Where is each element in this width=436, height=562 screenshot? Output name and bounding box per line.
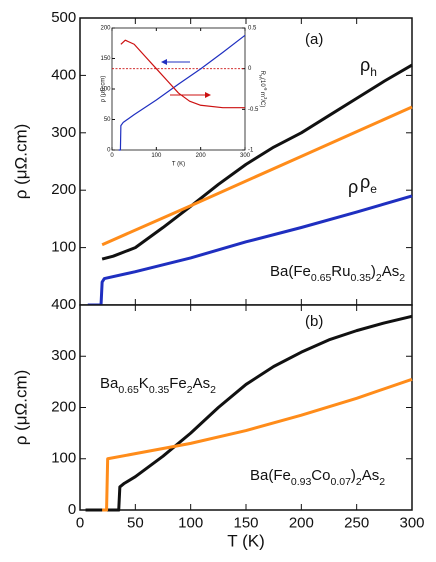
text-part: ): [371, 263, 376, 280]
text-part: H: [258, 75, 263, 78]
annotation: (b): [305, 313, 323, 330]
series-label: ρe: [360, 172, 377, 196]
annotation: Ba0.65K0.35Fe2As2: [100, 375, 216, 396]
text-part: 0.65: [118, 384, 139, 396]
text-part: 0.35: [350, 272, 371, 284]
y-tick-label: 500: [51, 9, 76, 26]
text-part: (10: [259, 78, 265, 87]
y-tick-label: 50: [104, 117, 111, 123]
text-part: As: [362, 467, 380, 484]
y2-axis-label: RH(10-9 m3/C): [258, 71, 268, 108]
x-tick-label: 300: [399, 514, 424, 531]
x-tick-label: 200: [196, 153, 207, 159]
x-tick-label: 200: [289, 514, 314, 531]
annotation: (a): [305, 31, 323, 48]
data-line: [120, 39, 245, 109]
text-part: 0.07: [330, 476, 351, 488]
data-line: [101, 105, 413, 247]
text-part: 2: [399, 272, 405, 284]
x-tick-label: 50: [127, 514, 144, 531]
text-part: As: [382, 263, 400, 280]
text-part: (b): [305, 313, 323, 330]
text-part: m: [259, 90, 265, 97]
text-part: As: [193, 375, 211, 392]
series-name: ρ: [360, 172, 370, 192]
y-tick-label: 100: [51, 450, 76, 467]
y-tick-label: 400: [51, 66, 76, 83]
x-tick-label: 300: [240, 153, 251, 159]
text-part: 0.65: [311, 272, 332, 284]
data-line: [118, 34, 246, 151]
annotation: Ba(Fe0.93Co0.07)2As2: [250, 467, 385, 488]
text-part: Fe: [169, 375, 187, 392]
annotation: Ba(Fe0.65Ru0.35)2As2: [270, 263, 405, 284]
y-axis-label: ρ (μΩ.cm): [101, 76, 107, 103]
data-line: [102, 377, 413, 512]
data-line: [101, 63, 413, 261]
text-part: Ru: [331, 263, 350, 280]
y-tick-label: 400: [51, 296, 76, 313]
text-part: 3: [263, 97, 268, 100]
y-tick-label: 300: [51, 347, 76, 364]
series-label: ρ: [348, 177, 358, 197]
data-line: [85, 314, 413, 512]
series-name: ρ: [360, 55, 370, 75]
data-line: [87, 194, 413, 307]
y-tick-label: 0: [107, 148, 111, 154]
y-tick-label: 100: [51, 239, 76, 256]
y2-tick-label: 0: [248, 66, 252, 72]
text-part: 2: [210, 384, 216, 396]
x-axis-label: T (K): [227, 531, 264, 550]
text-part: -9: [263, 87, 268, 91]
y-axis-label: ρ (μΩ.cm): [11, 370, 30, 446]
series-label: ρh: [360, 55, 377, 79]
text-part: Ba(Fe: [250, 467, 291, 484]
text-part: 2: [379, 476, 385, 488]
y2-tick-label: -0.5: [248, 107, 259, 113]
text-part: 2: [376, 272, 382, 284]
series-subscript: h: [370, 65, 377, 79]
text-part: R: [259, 71, 265, 76]
y2-tick-label: -1: [248, 148, 254, 154]
x-tick-label: 0: [110, 153, 114, 159]
text-part: Ba: [100, 375, 119, 392]
text-part: 0.35: [149, 384, 170, 396]
text-part: (a): [305, 31, 323, 48]
text-part: /C): [259, 99, 265, 107]
series-name: ρ: [348, 177, 358, 197]
text-part: Ba(Fe: [270, 263, 311, 280]
text-part: Co: [311, 467, 330, 484]
x-tick-label: 250: [344, 514, 369, 531]
y2-tick-label: 0.5: [248, 26, 257, 32]
y-tick-label: 200: [51, 181, 76, 198]
y-tick-label: 100: [100, 87, 111, 93]
text-part: K: [139, 375, 149, 392]
text-part: ): [351, 467, 356, 484]
x-axis-label: T (K): [172, 162, 185, 168]
y-axis-label: ρ (μΩ.cm): [11, 124, 30, 200]
y-tick-label: 200: [51, 398, 76, 415]
y-tick-label: 150: [100, 56, 111, 62]
text-part: 2: [187, 384, 193, 396]
series-subscript: e: [370, 182, 377, 196]
x-tick-label: 0: [76, 514, 84, 531]
x-tick-label: 150: [233, 514, 258, 531]
y-tick-label: 300: [51, 124, 76, 141]
plot-frame: [111, 27, 246, 151]
x-tick-label: 100: [151, 153, 162, 159]
text-part: 2: [356, 476, 362, 488]
x-tick-label: 100: [178, 514, 203, 531]
text-part: 0.93: [291, 476, 312, 488]
y-tick-label: 0: [68, 501, 76, 518]
y-tick-label: 200: [100, 26, 111, 32]
